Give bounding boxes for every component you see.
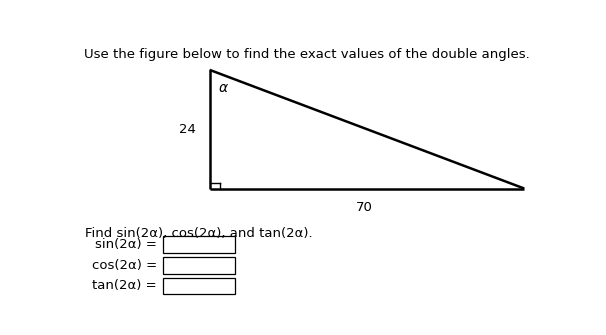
Text: sin(2α) =: sin(2α) =	[95, 238, 157, 251]
Text: Find sin(2α), cos(2α), and tan(2α).: Find sin(2α), cos(2α), and tan(2α).	[85, 227, 313, 240]
Text: 70: 70	[356, 201, 373, 214]
Bar	[162, 236, 235, 253]
Bar	[162, 277, 235, 294]
Text: tan(2α) =: tan(2α) =	[92, 279, 157, 292]
Text: 24: 24	[179, 123, 196, 136]
Bar	[162, 257, 235, 274]
Text: cos(2α) =: cos(2α) =	[92, 259, 157, 272]
Text: Use the figure below to find the exact values of the double angles.: Use the figure below to find the exact v…	[84, 48, 530, 61]
Text: α: α	[219, 81, 228, 95]
